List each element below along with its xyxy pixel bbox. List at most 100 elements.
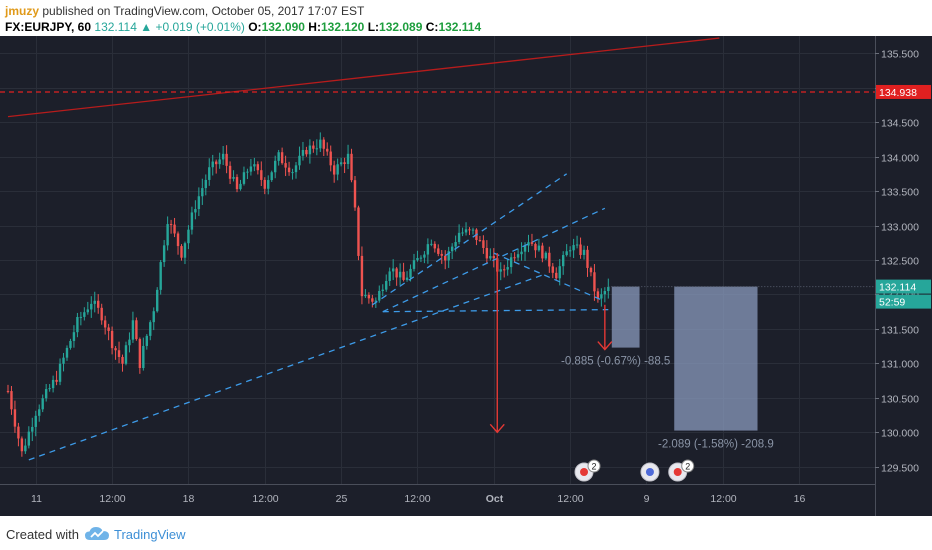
candle-body: [69, 341, 71, 348]
candle-body: [35, 416, 37, 427]
candle-body: [607, 287, 609, 291]
tradingview-brand[interactable]: TradingView: [114, 527, 186, 542]
countdown-label: 52:59: [879, 297, 905, 309]
candle-body: [17, 427, 19, 439]
candle-body: [271, 172, 273, 180]
candle-body: [513, 257, 515, 258]
time-tick-label: 18: [183, 493, 195, 505]
candle-body: [385, 281, 387, 290]
short-zone-2: [674, 287, 757, 431]
candle-body: [239, 184, 241, 189]
price-tick-label: 133.000: [881, 222, 919, 234]
time-tick-label: 12:00: [557, 493, 583, 505]
candle-body: [66, 348, 68, 358]
price-tick-label: 135.500: [881, 49, 919, 61]
candle-body: [364, 295, 366, 296]
candle-body: [222, 154, 224, 160]
candle-body: [187, 230, 189, 244]
candle-body: [454, 242, 456, 247]
candle-body: [382, 290, 384, 291]
candle-body: [246, 172, 248, 173]
candle-body: [121, 357, 123, 364]
candle-body: [437, 248, 439, 254]
candle-body: [479, 240, 481, 241]
candle-body: [593, 272, 595, 291]
candle-body: [229, 166, 231, 179]
candle-body: [305, 150, 307, 154]
candle-body: [253, 164, 255, 166]
candle-body: [399, 272, 401, 278]
candle-body: [389, 271, 391, 281]
candle-body: [569, 250, 571, 251]
candle-body: [38, 409, 40, 415]
candle-body: [600, 294, 602, 298]
candle-body: [451, 247, 453, 252]
candle-body: [277, 152, 279, 161]
candle-body: [402, 272, 404, 280]
candle-body: [378, 291, 380, 301]
candle-body: [312, 146, 314, 149]
candle-body: [555, 273, 557, 278]
candle-body: [461, 232, 463, 233]
author-name[interactable]: jmuzy: [5, 4, 39, 18]
candle-body: [45, 389, 47, 398]
candle-body: [288, 168, 290, 173]
candle-body: [604, 291, 606, 294]
candle-body: [368, 295, 370, 298]
candle-body: [107, 327, 109, 330]
candle-body: [135, 320, 137, 339]
time-tick-label: 9: [644, 493, 650, 505]
candle-body: [59, 364, 61, 382]
candle-body: [336, 164, 338, 174]
candle-body: [42, 398, 44, 409]
candle-body: [291, 172, 293, 173]
candle-body: [142, 346, 144, 368]
symbol-label: FX:EURJPY, 60: [5, 20, 91, 34]
last-price-label: 132.114: [879, 282, 916, 294]
candle-body: [149, 322, 151, 336]
candle-body: [534, 244, 536, 250]
ohlc-line: FX:EURJPY, 60 132.114 ▲ +0.019 (+0.01%) …: [5, 20, 481, 34]
resistance-label: 134.938: [879, 87, 917, 99]
candle-body: [347, 154, 349, 164]
candle-body: [212, 162, 214, 168]
candle-body: [489, 256, 491, 258]
candle-body: [559, 266, 561, 278]
open-label: O:: [248, 20, 261, 34]
candle-body: [326, 149, 328, 152]
candle-body: [156, 290, 158, 311]
candle-body: [232, 177, 234, 179]
candle-body: [194, 209, 196, 212]
price-chart[interactable]: 129.500130.000130.500131.000131.500132.0…: [0, 36, 932, 516]
candle-body: [274, 161, 276, 172]
candle-body: [465, 229, 467, 232]
candle-body: [267, 180, 269, 189]
candle-body: [420, 258, 422, 259]
time-tick-label: 25: [336, 493, 348, 505]
candle-body: [153, 311, 155, 322]
candle-body: [250, 166, 252, 171]
candle-body: [319, 140, 321, 149]
chart-area[interactable]: 129.500130.000130.500131.000131.500132.0…: [0, 36, 932, 516]
event-badge-1-count: 2: [592, 462, 597, 472]
candle-body: [517, 254, 519, 257]
open-value: 132.090: [262, 20, 305, 34]
candle-body: [73, 332, 75, 341]
event-badge-2-flag-icon: [646, 468, 654, 476]
candle-body: [80, 317, 82, 318]
candle-body: [184, 243, 186, 258]
candle-body: [486, 248, 488, 258]
candle-body: [302, 150, 304, 156]
low-value: 132.089: [379, 20, 422, 34]
event-badge-3-flag-icon: [674, 468, 682, 476]
candle-body: [392, 268, 394, 271]
candle-body: [264, 180, 266, 189]
candle-body: [198, 196, 200, 209]
publish-line: jmuzy published on TradingView.com, Octo…: [5, 4, 364, 18]
candle-body: [177, 233, 179, 246]
candle-body: [257, 164, 259, 170]
candle-body: [468, 229, 470, 230]
candle-body: [21, 438, 23, 451]
high-value: 132.120: [321, 20, 364, 34]
time-tick-label: 12:00: [252, 493, 278, 505]
